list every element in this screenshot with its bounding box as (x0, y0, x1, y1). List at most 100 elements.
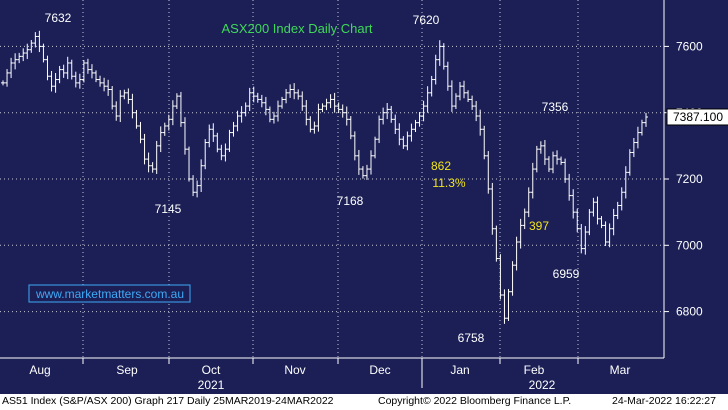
price-bar (199, 159, 204, 193)
price-bar (13, 53, 18, 70)
price-bar (401, 136, 406, 149)
price-bar (130, 93, 135, 119)
price-bar (33, 32, 38, 48)
y-tick-label: 6800 (676, 305, 703, 319)
price-bars (1, 30, 648, 324)
month-label: Oct (202, 363, 221, 377)
price-bar (453, 93, 458, 109)
price-bar (271, 111, 276, 124)
price-bar (300, 91, 305, 111)
price-bar (542, 140, 547, 165)
price-bar (259, 94, 264, 108)
price-bar (150, 162, 155, 173)
price-bar (324, 98, 329, 111)
price-bar (81, 60, 86, 83)
price-bar (49, 70, 54, 92)
price-bar (162, 122, 167, 136)
last-price-box (666, 108, 728, 126)
price-bar (312, 121, 317, 134)
month-label: Feb (524, 363, 545, 377)
price-bar (154, 140, 159, 174)
price-bar (239, 106, 244, 123)
price-bar (118, 90, 123, 123)
price-bar (559, 156, 564, 165)
price-bar (526, 187, 531, 218)
month-label: Nov (284, 363, 305, 377)
last-price-label: 7387.100 (673, 110, 723, 124)
year-label: 2021 (198, 378, 225, 392)
price-bar (417, 112, 422, 127)
price-bar (61, 64, 66, 78)
price-bar (514, 236, 519, 271)
low-label: 7168 (337, 194, 364, 208)
price-bar (243, 102, 248, 117)
price-bar (389, 105, 394, 123)
price-bar (247, 87, 252, 111)
price-bar (530, 162, 535, 199)
price-bar (134, 109, 139, 129)
price-bar (466, 90, 471, 102)
price-bar (631, 137, 636, 158)
price-bar (29, 39, 34, 53)
price-bar (106, 79, 111, 96)
price-bar (490, 182, 495, 235)
annotations: ASX200 Index Daily Chart 7632 7145 7168 7620… (28, 11, 580, 345)
price-bar (344, 106, 349, 126)
price-bar (89, 64, 94, 79)
price-bar (627, 149, 632, 176)
price-bar (546, 156, 551, 172)
high-label: 7356 (542, 100, 569, 114)
price-bar (267, 106, 272, 123)
price-bar (409, 123, 414, 142)
price-bar (94, 70, 99, 83)
price-bar (538, 141, 543, 154)
price-bar (377, 115, 382, 144)
price-bar (73, 71, 78, 88)
price-bar (284, 88, 289, 104)
price-bar (219, 144, 224, 161)
price-bar (405, 131, 410, 151)
price-bar (296, 89, 301, 100)
price-bar (231, 121, 236, 137)
price-bar (5, 69, 10, 87)
price-bar (397, 123, 402, 146)
y-tick-label: 7200 (676, 172, 703, 186)
price-bar (607, 223, 612, 248)
price-bar (348, 116, 353, 140)
price-bar (1, 80, 5, 86)
price-bar (138, 121, 143, 144)
price-bar (567, 173, 572, 201)
price-bar (191, 175, 196, 197)
price-bar (550, 151, 555, 174)
month-label: Aug (29, 363, 50, 377)
price-bar (178, 91, 183, 127)
price-bar (583, 226, 588, 255)
price-bar (77, 73, 82, 89)
price-bar (280, 96, 285, 109)
price-bar (255, 92, 260, 103)
watermark-text: www.marketmatters.com.au (35, 287, 184, 301)
price-bar (393, 114, 398, 135)
price-bar (486, 151, 491, 194)
price-bar (223, 143, 228, 162)
price-bar (235, 110, 240, 132)
price-bar (373, 136, 378, 159)
price-bar (316, 103, 321, 132)
x-axis: Aug Sep Oct Nov Dec Jan Feb Mar 2021 2022 (0, 357, 664, 392)
low-label: 7145 (155, 202, 182, 216)
move-label: 397 (529, 219, 549, 233)
price-bar (328, 94, 333, 109)
low-label: 6959 (553, 267, 580, 281)
price-bar (21, 48, 26, 62)
price-bar (506, 288, 511, 321)
price-bar (207, 124, 212, 148)
price-bar (502, 289, 507, 324)
month-label: Dec (369, 363, 390, 377)
price-bar (441, 43, 446, 70)
low-label: 6758 (458, 331, 485, 345)
price-bar (215, 132, 220, 153)
price-bar (110, 86, 115, 110)
price-bar (69, 59, 74, 80)
price-bar (457, 81, 462, 101)
footer-copyright: Copyright© 2022 Bloomberg Finance L.P. (378, 395, 572, 407)
